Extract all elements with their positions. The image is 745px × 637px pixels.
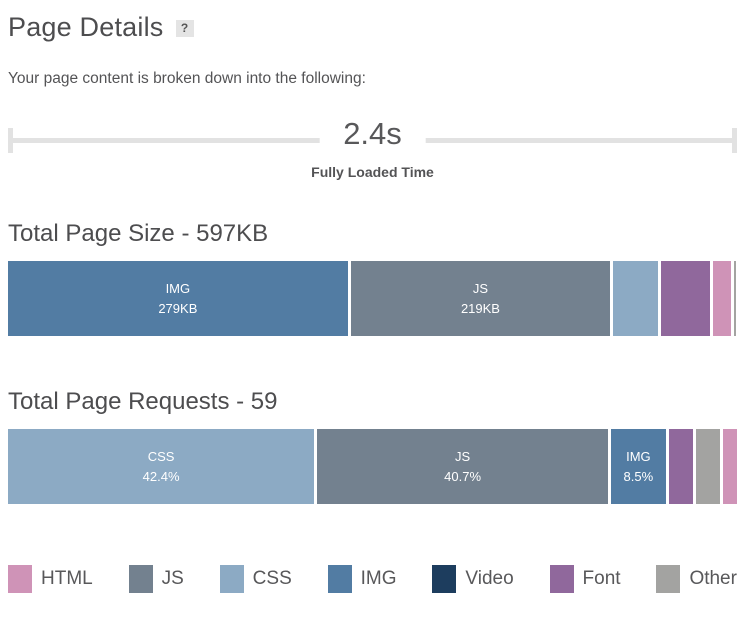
legend-item-font: Font [549, 565, 621, 593]
legend-swatch-css [219, 565, 244, 593]
fully-loaded-time-label: Fully Loaded Time [311, 164, 434, 180]
legend-label: Video [465, 568, 514, 589]
legend-label: Other [689, 568, 737, 589]
timeline-endcap-right [732, 128, 737, 153]
segment-type-label: JS [472, 281, 489, 296]
bar-segment-img[interactable]: IMG 279KB [8, 261, 348, 336]
help-icon[interactable]: ? [175, 20, 194, 37]
segment-value-label: 42.4% [142, 468, 180, 484]
bar-segment-css[interactable] [613, 261, 659, 336]
segment-type-label: IMG [165, 281, 191, 296]
legend-swatch-img [327, 565, 352, 593]
segment-value-label: 40.7% [444, 468, 482, 484]
bar-segment-html[interactable] [722, 429, 737, 504]
bar-segment-font[interactable] [668, 429, 693, 504]
legend-swatch-video [432, 565, 457, 593]
content-type-legend: HTML JS CSS IMG Video Font Other [8, 565, 737, 593]
legend-item-other: Other [656, 565, 737, 593]
legend-label: Font [582, 568, 621, 589]
legend-swatch-html [8, 565, 32, 593]
bar-segment-html[interactable] [712, 261, 731, 336]
bar-segment-font[interactable] [661, 261, 710, 336]
bar-segment-js[interactable]: JS 219KB [350, 261, 611, 336]
page-details-panel: Page Details ? Your page content is brok… [8, 12, 737, 593]
legend-item-html: HTML [8, 565, 93, 593]
legend-item-img: IMG [327, 565, 397, 593]
segment-type-label: CSS [147, 449, 175, 464]
bar-segment-img[interactable]: IMG 8.5% [611, 429, 666, 504]
legend-label: JS [161, 568, 184, 589]
section-title-page-size: Total Page Size - 597KB [8, 220, 269, 247]
legend-label: HTML [41, 568, 93, 589]
page-requests-bar: CSS 42.4% JS 40.7% IMG 8.5% [8, 429, 737, 504]
legend-item-js: JS [128, 565, 184, 593]
legend-item-css: CSS [219, 565, 292, 593]
fully-loaded-time-value: 2.4s [319, 116, 426, 152]
page-title: Page Details [8, 12, 164, 42]
bar-segment-css[interactable]: CSS 42.4% [8, 429, 315, 504]
bar-segment-other[interactable] [733, 261, 736, 336]
segment-type-label: JS [455, 449, 471, 464]
intro-text: Your page content is broken down into th… [8, 70, 366, 87]
page-size-bar: IMG 279KB JS 219KB [8, 261, 737, 336]
legend-label: CSS [252, 568, 292, 589]
section-title-page-requests: Total Page Requests - 59 [8, 388, 278, 415]
legend-swatch-js [128, 565, 153, 593]
segment-value-label: 219KB [460, 300, 500, 316]
timeline-endcap-left [8, 128, 13, 153]
header: Page Details ? [8, 12, 737, 43]
segment-value-label: 279KB [158, 300, 198, 316]
bar-segment-js[interactable]: JS 40.7% [317, 429, 609, 504]
legend-label: IMG [360, 568, 397, 589]
legend-swatch-font [549, 565, 574, 593]
segment-value-label: 8.5% [623, 468, 654, 484]
bar-segment-other[interactable] [695, 429, 720, 504]
fully-loaded-timeline: 2.4s [8, 116, 737, 163]
legend-swatch-other [656, 565, 681, 593]
segment-type-label: IMG [626, 449, 651, 464]
legend-item-video: Video [432, 565, 514, 593]
